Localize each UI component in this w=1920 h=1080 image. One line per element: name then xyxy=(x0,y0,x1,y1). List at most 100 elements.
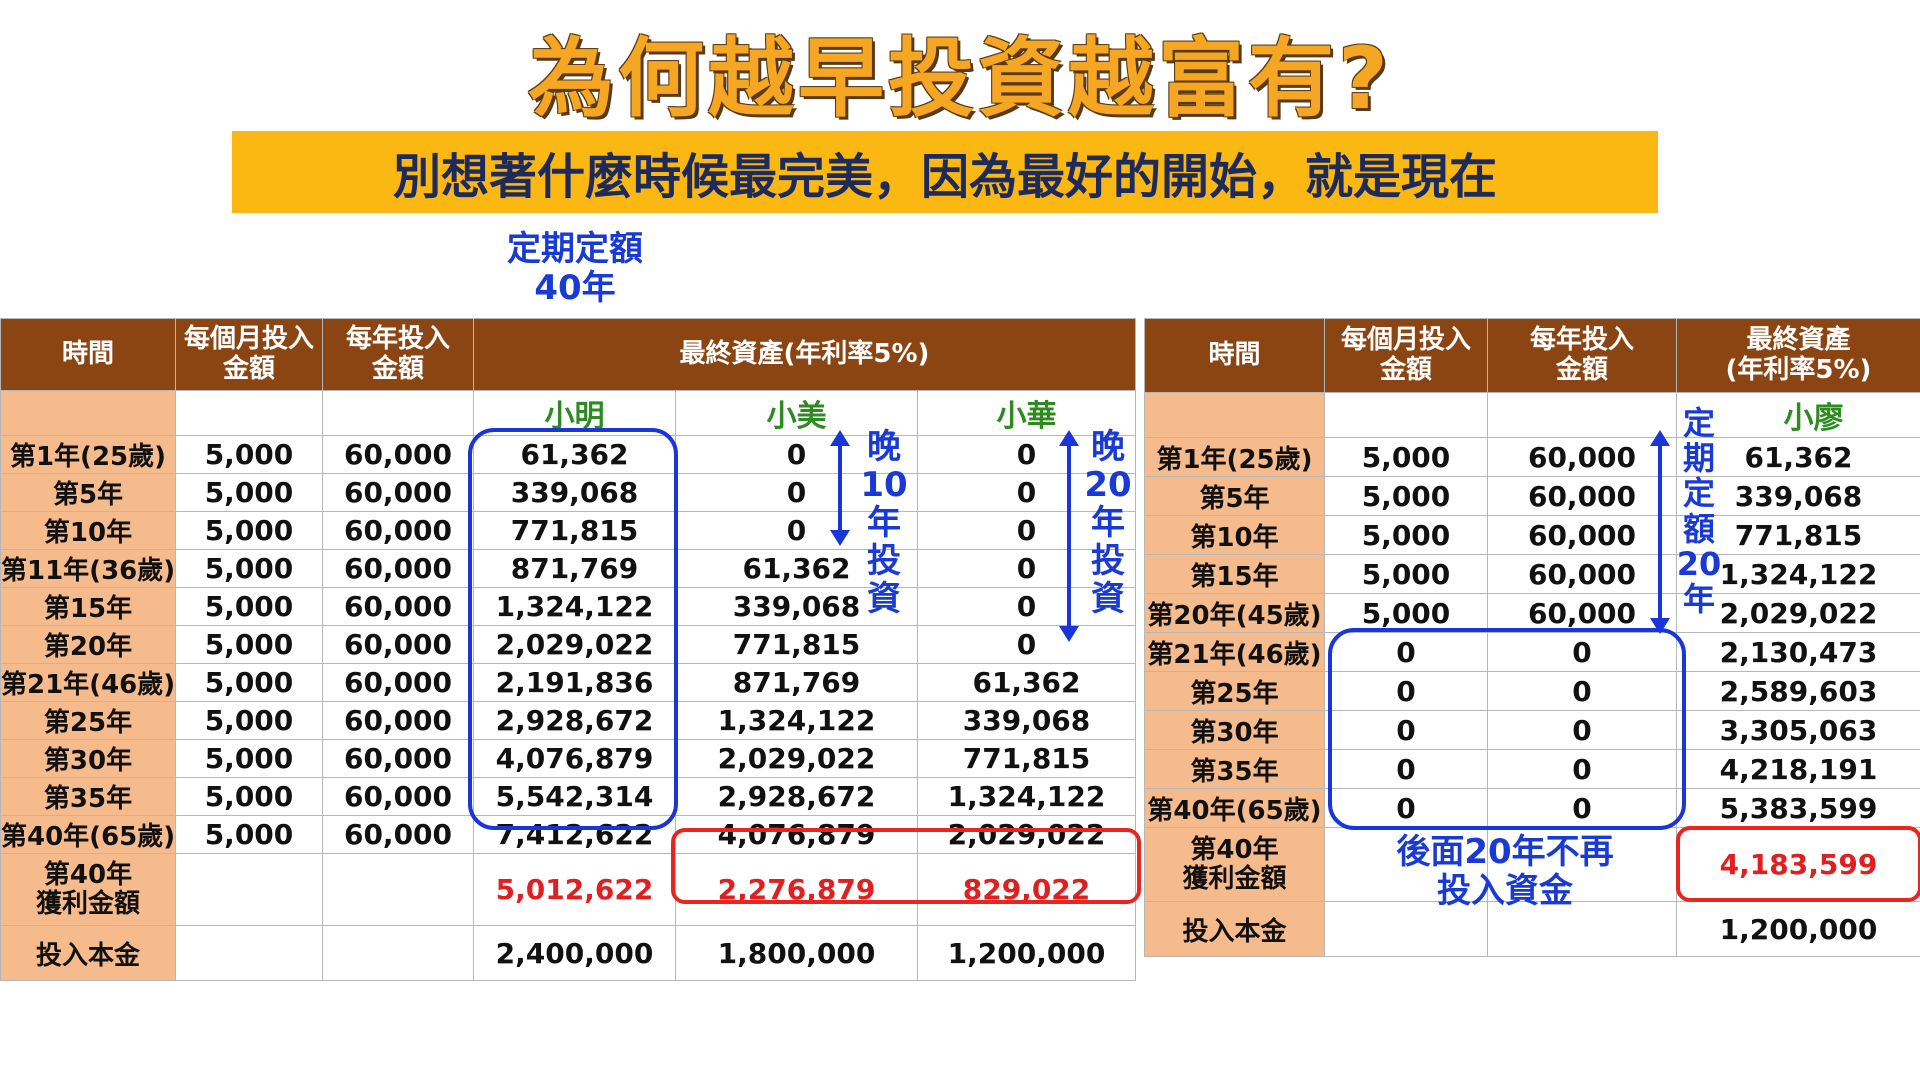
vtext-char: 資 xyxy=(1091,579,1125,620)
table-cell: 60,000 xyxy=(322,473,474,512)
row-label: 第21年(46歲) xyxy=(0,663,176,702)
right-investment-table: 時間 每個月投入 金額 每年投入 金額 最終資產 (年利率5%) 小廖 第1年(25歲… xyxy=(1144,318,1920,957)
late-profit-highlight-box xyxy=(671,828,1141,904)
table-cell: 60,000 xyxy=(322,587,474,626)
table-row: 第1年(25歲) 5,000 60,000 61,362 xyxy=(1144,437,1920,477)
row-label: 第35年 xyxy=(1144,749,1325,789)
row-label: 第25年 xyxy=(0,701,176,740)
principal-label: 投入本金 xyxy=(1144,901,1325,957)
blank-cell xyxy=(322,853,474,926)
late10-arrow-icon xyxy=(830,430,850,546)
table-cell: 771,815 xyxy=(675,625,918,664)
profit-label-line: 第40年 xyxy=(1190,834,1279,865)
table-cell: 771,815 xyxy=(1676,515,1920,555)
profit-xiaoliao: 4,183,599 xyxy=(1676,827,1920,902)
table-cell: 60,000 xyxy=(322,511,474,550)
vtext-char: 資 xyxy=(867,579,901,620)
plan-label-40y: 定期定額 40年 xyxy=(490,229,660,308)
table-cell: 5,000 xyxy=(1324,476,1488,516)
table-cell: 1,324,122 xyxy=(917,777,1136,816)
principal-label: 投入本金 xyxy=(0,925,176,981)
row-label: 第11年(36歲) xyxy=(0,549,176,588)
name-xiaohua: 小華 xyxy=(917,390,1136,436)
table-cell: 60,000 xyxy=(322,625,474,664)
table-cell: 60,000 xyxy=(322,663,474,702)
xiaoliao-profit-highlight-box xyxy=(1676,826,1920,902)
vtext-char: 10 xyxy=(860,465,908,506)
late-20-years-label: 晚 20 年 投 資 xyxy=(1082,428,1134,618)
header-time: 時間 xyxy=(0,318,176,391)
blank-cell xyxy=(1324,901,1488,957)
table-cell: 4,076,879 xyxy=(675,815,918,854)
table-cell: 5,542,314 xyxy=(473,777,676,816)
table-cell: 0 xyxy=(917,473,1136,512)
blank-cell xyxy=(1487,901,1677,957)
table-cell: 1,324,122 xyxy=(1676,554,1920,594)
table-cell: 2,029,022 xyxy=(1676,593,1920,633)
table-cell: 2,589,603 xyxy=(1676,671,1920,711)
table-cell: 5,000 xyxy=(175,777,323,816)
late-10-years-label: 晚 10 年 投 資 xyxy=(858,428,910,618)
blank-cell xyxy=(322,925,474,981)
table-cell: 2,029,022 xyxy=(675,739,918,778)
blank-cell xyxy=(0,390,176,436)
table-cell: 0 xyxy=(917,511,1136,550)
row-label: 第10年 xyxy=(0,511,176,550)
blank-cell xyxy=(1324,392,1488,438)
table-cell: 60,000 xyxy=(1487,437,1677,477)
row-label: 第30年 xyxy=(1144,710,1325,750)
table-cell: 60,000 xyxy=(1487,476,1677,516)
table-cell: 5,000 xyxy=(1324,437,1488,477)
table-cell: 5,000 xyxy=(175,663,323,702)
no-more-investment-note: 後面20年不再 投入資金 xyxy=(1360,832,1650,911)
table-cell: 5,000 xyxy=(175,473,323,512)
row-label: 第21年(46歲) xyxy=(1144,632,1325,672)
note-line: 後面20年不再 xyxy=(1396,832,1614,872)
vtext-char: 投 xyxy=(867,541,901,582)
late20-arrow-icon xyxy=(1059,430,1079,642)
fixed20-arrow-icon xyxy=(1650,430,1670,634)
blank-cell xyxy=(1487,827,1677,902)
profit-label: 第40年 獲利金額 xyxy=(1144,827,1325,902)
row-label: 第35年 xyxy=(0,777,176,816)
table-row: 第20年(45歲) 5,000 60,000 2,029,022 xyxy=(1144,593,1920,633)
table-row: 第25年 5,000 60,000 2,928,672 1,324,122 339,068 xyxy=(0,701,1136,740)
profit-label-line: 獲利金額 xyxy=(35,888,140,919)
row-label: 第5年 xyxy=(0,473,176,512)
table-cell: 61,362 xyxy=(1676,437,1920,477)
table-cell: 5,000 xyxy=(175,587,323,626)
row-label: 第40年(65歲) xyxy=(1144,788,1325,828)
table-cell: 5,000 xyxy=(1324,593,1488,633)
table-cell: 5,000 xyxy=(1324,554,1488,594)
table-cell: 0 xyxy=(1324,749,1488,789)
header-final-assets: 最終資產(年利率5%) xyxy=(1676,318,1920,393)
table-cell: 871,769 xyxy=(473,549,676,588)
table-cell: 60,000 xyxy=(1487,554,1677,594)
table-cell: 1,324,122 xyxy=(675,701,918,740)
table-row: 第5年 5,000 60,000 339,068 0 0 xyxy=(0,473,1136,512)
table-row: 第35年 5,000 60,000 5,542,314 2,928,672 1,324,1… xyxy=(0,777,1136,816)
row-label: 第1年(25歲) xyxy=(1144,437,1325,477)
table-cell: 5,383,599 xyxy=(1676,788,1920,828)
vtext-char: 期 xyxy=(1682,439,1715,478)
header-line: 每個月投入 xyxy=(183,323,314,354)
table-cell: 3,305,063 xyxy=(1676,710,1920,750)
table-cell: 0 xyxy=(675,435,918,474)
blank-cell xyxy=(175,853,323,926)
table-cell: 2,029,022 xyxy=(473,625,676,664)
table-cell: 60,000 xyxy=(1487,515,1677,555)
table-cell: 5,000 xyxy=(175,739,323,778)
vtext-char: 晚 xyxy=(867,427,901,467)
table-cell: 4,218,191 xyxy=(1676,749,1920,789)
table-cell: 61,362 xyxy=(473,435,676,474)
row-label: 第15年 xyxy=(0,587,176,626)
table-row: 第40年(65歲) 5,000 60,000 7,412,622 4,076,879 2,… xyxy=(0,815,1136,854)
table-cell: 1,324,122 xyxy=(473,587,676,626)
page-title: 為何越早投資越富有? xyxy=(528,29,1392,129)
table-row: 第1年(25歲) 5,000 60,000 61,362 0 0 xyxy=(0,435,1136,474)
table-cell: 0 xyxy=(1324,671,1488,711)
table-cell: 61,362 xyxy=(675,549,918,588)
row-label: 第20年(45歲) xyxy=(1144,593,1325,633)
row-label: 第40年(65歲) xyxy=(0,815,176,854)
row-label: 第5年 xyxy=(1144,476,1325,516)
